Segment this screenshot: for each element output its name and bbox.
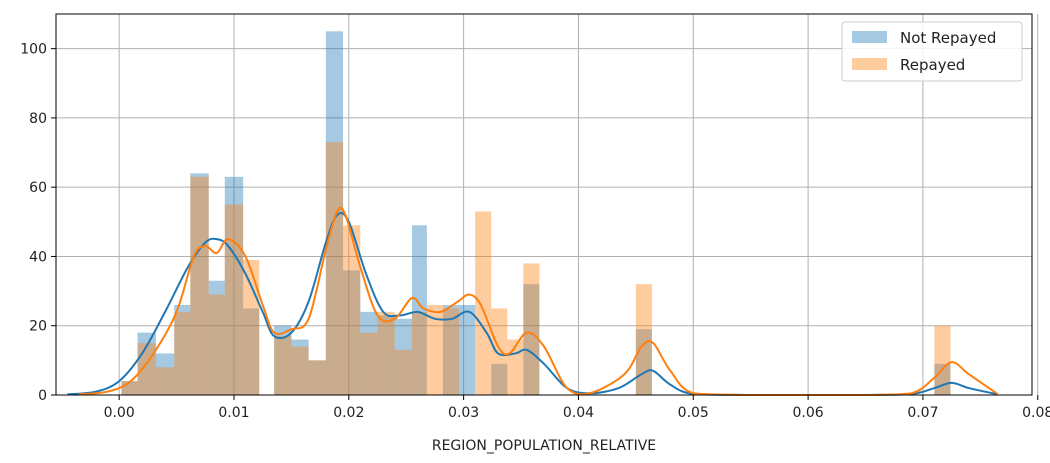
x-tick-label-8: 0.08	[1022, 405, 1050, 421]
bar-repayed-16	[411, 311, 427, 395]
bar-repayed-14	[377, 311, 395, 395]
bar-not-repayed-21	[635, 329, 652, 395]
y-tick-label-5: 100	[20, 42, 47, 58]
bar-not-repayed-12	[343, 270, 361, 395]
x-tick-label-2: 0.02	[333, 405, 364, 421]
bar-repayed-6	[224, 204, 244, 395]
bar-repayed-7	[243, 259, 260, 395]
bar-not-repayed-17	[442, 304, 460, 395]
y-axis-ticks: 0 20 40 60 80 100	[20, 42, 56, 404]
x-tick-label-5: 0.05	[678, 405, 709, 421]
legend-swatch-repayed	[852, 58, 887, 70]
bar-repayed-20	[491, 308, 508, 395]
x-tick-label-4: 0.04	[563, 405, 594, 421]
bar-not-repayed-19	[491, 363, 508, 395]
y-tick-label-0: 0	[38, 388, 47, 404]
x-axis-label: REGION_POPULATION_RELATIVE	[432, 438, 656, 454]
bar-not-repayed-7	[243, 308, 260, 395]
bar-repayed-9	[291, 346, 309, 395]
bar-not-repayed-4	[190, 173, 209, 395]
bar-not-repayed-11	[325, 31, 344, 396]
legend: Not Repayed Repayed	[841, 21, 1023, 82]
bar-repayed-15	[394, 349, 412, 395]
bar-not-repayed-15	[394, 318, 412, 395]
bar-repayed-1	[137, 343, 156, 395]
y-tick-label-3: 60	[29, 180, 47, 196]
x-tick-label-6: 0.06	[793, 405, 824, 421]
x-tick-label-1: 0.01	[218, 405, 249, 421]
bar-repayed-18	[442, 308, 460, 395]
bar-repayed-13	[360, 332, 378, 395]
bar-not-repayed-2	[155, 353, 175, 395]
x-tick-label-3: 0.03	[448, 405, 479, 421]
x-axis-ticks: 0.00 0.01 0.02 0.03 0.04 0.05 0.06 0.07 0.08	[104, 395, 1050, 421]
y-tick-label-2: 40	[29, 249, 47, 265]
bar-not-repayed-13	[360, 311, 378, 395]
bar-repayed-10	[308, 360, 326, 395]
bar-repayed-2	[155, 367, 175, 395]
bar-not-repayed-10	[308, 360, 326, 395]
legend-box	[841, 21, 1023, 82]
legend-swatch-not-repayed	[852, 31, 887, 43]
bar-not-repayed-20	[523, 284, 540, 395]
bars-not-repayed	[121, 31, 951, 396]
bar-not-repayed-5	[208, 280, 225, 395]
bars-repayed	[121, 142, 951, 395]
bar-not-repayed-6	[224, 176, 244, 395]
x-tick-label-7: 0.07	[907, 405, 938, 421]
legend-label-not-repayed: Not Repayed	[900, 29, 996, 47]
bar-repayed-24	[934, 325, 951, 395]
bar-not-repayed-14	[377, 315, 395, 395]
legend-label-repayed: Repayed	[900, 56, 965, 74]
bar-repayed-3	[174, 311, 191, 395]
bar-repayed-11	[325, 142, 344, 395]
bar-not-repayed-18	[459, 304, 476, 395]
bar-repayed-22	[523, 263, 540, 395]
bar-not-repayed-9	[291, 339, 309, 395]
bar-not-repayed-3	[174, 304, 191, 395]
y-tick-label-1: 20	[29, 319, 47, 335]
y-tick-label-4: 80	[29, 111, 47, 127]
bar-not-repayed-16	[411, 225, 427, 395]
bar-repayed-17	[426, 304, 443, 395]
plot-frame	[55, 13, 1033, 396]
bar-not-repayed-8	[274, 325, 292, 395]
bar-repayed-23	[635, 284, 652, 395]
bar-repayed-12	[343, 225, 361, 395]
bar-repayed-19	[475, 211, 492, 395]
bar-repayed-8	[274, 336, 292, 395]
bar-repayed-5	[208, 294, 225, 395]
bar-repayed-4	[190, 176, 209, 395]
x-tick-label-0: 0.00	[104, 405, 135, 421]
